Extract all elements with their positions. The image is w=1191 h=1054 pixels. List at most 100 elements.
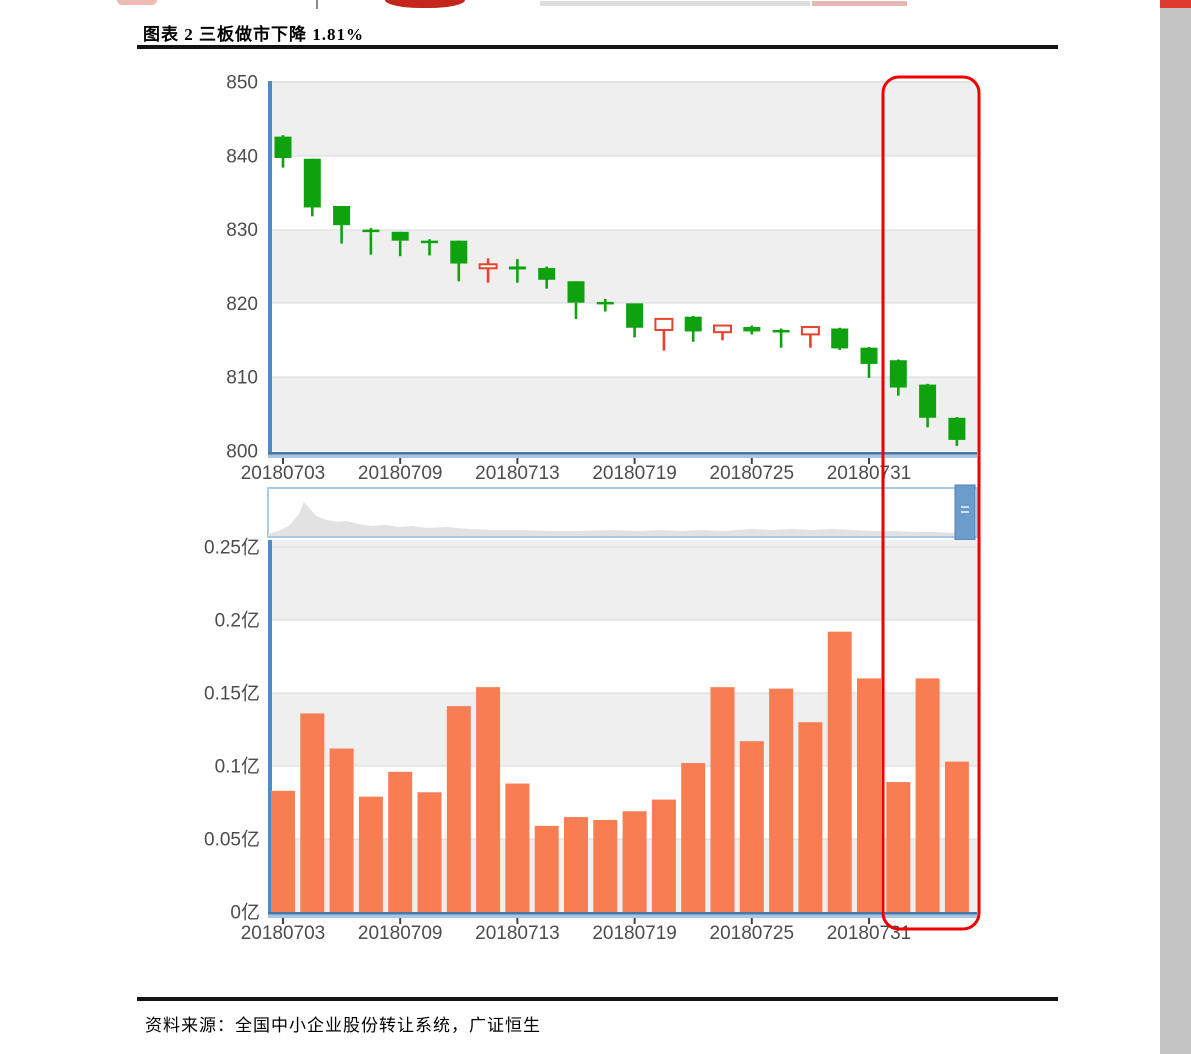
candle-body-20180717 [567, 281, 585, 303]
volume-bar-20180704 [300, 713, 325, 912]
volume-bar-20180711 [446, 706, 471, 912]
candle-body-20180709 [391, 231, 409, 241]
volume-y-labels: 0.25亿 0.2亿 0.15亿 0.1亿 0.05亿 0亿 [204, 537, 260, 924]
price-y-labels: 850 840 830 820 810 800 [226, 73, 258, 463]
figure-title: 图表 2 三板做市下降 1.81% [143, 25, 364, 44]
candle-wick-20180720 [662, 318, 666, 351]
candle-body-20180727 [800, 326, 820, 336]
navigator-area [268, 502, 957, 536]
price-band [268, 230, 977, 303]
volume-bar-20180719 [622, 811, 647, 912]
volume-bar-20180713 [505, 783, 530, 912]
volume-bar-20180723 [681, 763, 706, 912]
candle-body-20180711 [450, 240, 468, 264]
volume-bar-20180731 [857, 678, 881, 912]
volume-y-tick-label: 0.15亿 [204, 683, 260, 705]
candle-body-20180712 [478, 263, 498, 270]
navigator-thumb-grip [961, 506, 969, 508]
title-rule [137, 45, 1058, 49]
price-gridline [268, 81, 977, 83]
volume-x-tick-label: 20180709 [358, 923, 443, 944]
volume-x-axis [268, 912, 977, 915]
volume-x-tick [282, 918, 284, 924]
volume-bar-20180717 [564, 817, 588, 912]
volume-x-tick [750, 918, 753, 924]
candle-body-20180726 [772, 329, 790, 333]
volume-y-tick-label: 0.05亿 [204, 829, 260, 851]
candle-body-20180713 [508, 266, 526, 270]
footer-rule [137, 997, 1058, 1001]
candle-wick-20180718 [604, 298, 607, 312]
volume-bar-20180705 [329, 748, 354, 912]
price-x-tick [399, 458, 402, 464]
volume-bar-20180706 [358, 796, 383, 912]
volume-bar-20180726 [769, 688, 794, 912]
volume-x-tick-label: 20180703 [241, 923, 326, 944]
volume-x-tick [399, 918, 402, 924]
volume-bar-20180730 [827, 631, 852, 912]
volume-bar-20180801 [886, 782, 911, 912]
volume-bar-20180803 [944, 761, 969, 912]
page-scrollbar[interactable] [1160, 8, 1191, 1054]
price-x-axis [268, 452, 977, 455]
price-band [268, 81, 977, 156]
volume-x-tick-label: 20180731 [827, 923, 912, 944]
volume-y-tick-label: 0.1亿 [215, 756, 260, 778]
price-gridline [268, 376, 977, 378]
candle-body-20180801 [889, 360, 907, 388]
candle-body-20180719 [626, 303, 644, 328]
volume-x-axis-sub [268, 914, 977, 918]
header-text-fragment [540, 1, 810, 6]
volume-bar-20180727 [798, 722, 823, 912]
volume-x-labels: 20180703 20180709 20180713 20180719 20180725… [241, 918, 912, 944]
price-x-tick-label: 20180719 [592, 463, 677, 484]
candle-wick-20180712 [486, 258, 490, 283]
candle-body-20180706 [362, 229, 380, 233]
price-y-tick-label: 850 [226, 73, 258, 94]
volume-x-tick-label: 20180719 [592, 923, 677, 944]
volume-y-tick-label: 0.2亿 [215, 610, 260, 632]
price-pane [268, 81, 977, 458]
candle-body-20180725 [743, 327, 761, 332]
price-x-tick [868, 458, 870, 464]
volume-x-tick [516, 918, 519, 924]
price-gridline [268, 155, 977, 157]
price-x-tick [282, 458, 284, 464]
price-x-tick-label: 20180731 [827, 463, 912, 484]
candle-wick-20180709 [398, 231, 402, 257]
candle-wick-20180726 [779, 328, 783, 348]
volume-x-tick-label: 20180725 [710, 923, 795, 944]
source-text: 资料来源：全国中小企业股份转让系统，广证恒生 [145, 1016, 541, 1035]
candle-body-20180723 [684, 316, 702, 332]
candle-body-20180720 [654, 317, 674, 331]
price-y-tick-label: 810 [226, 368, 258, 389]
price-x-tick-label: 20180725 [710, 463, 795, 484]
price-gridline [268, 229, 977, 231]
candle-body-20180730 [831, 328, 849, 349]
volume-x-tick [868, 918, 870, 924]
header-divider-fragment [316, 0, 318, 9]
header-logo-fragment [117, 0, 157, 5]
price-x-tick-label: 20180703 [241, 463, 326, 484]
candle-body-20180718 [596, 301, 614, 305]
price-x-labels: 20180703 20180709 20180713 20180719 20180725… [241, 458, 912, 484]
candle-body-20180731 [860, 347, 878, 364]
volume-bar-20180716 [534, 825, 559, 912]
volume-y-tick-label: 0亿 [230, 902, 260, 924]
volume-y-tick-label: 0.25亿 [204, 537, 260, 559]
volume-bar-20180712 [476, 687, 501, 912]
header-text-fragment-red [812, 1, 907, 6]
navigator-thumb-grip [961, 511, 969, 513]
price-x-axis-sub [268, 454, 977, 458]
volume-bar-20180724 [710, 687, 735, 912]
volume-bar-20180710 [417, 792, 442, 912]
volume-bar-20180720 [651, 799, 676, 912]
price-x-tick [750, 458, 753, 464]
volume-y-axis [268, 540, 272, 917]
volume-gridline [268, 765, 977, 767]
candle-body-20180803 [948, 417, 966, 440]
navigator [267, 484, 978, 541]
price-x-tick-label: 20180709 [358, 463, 443, 484]
